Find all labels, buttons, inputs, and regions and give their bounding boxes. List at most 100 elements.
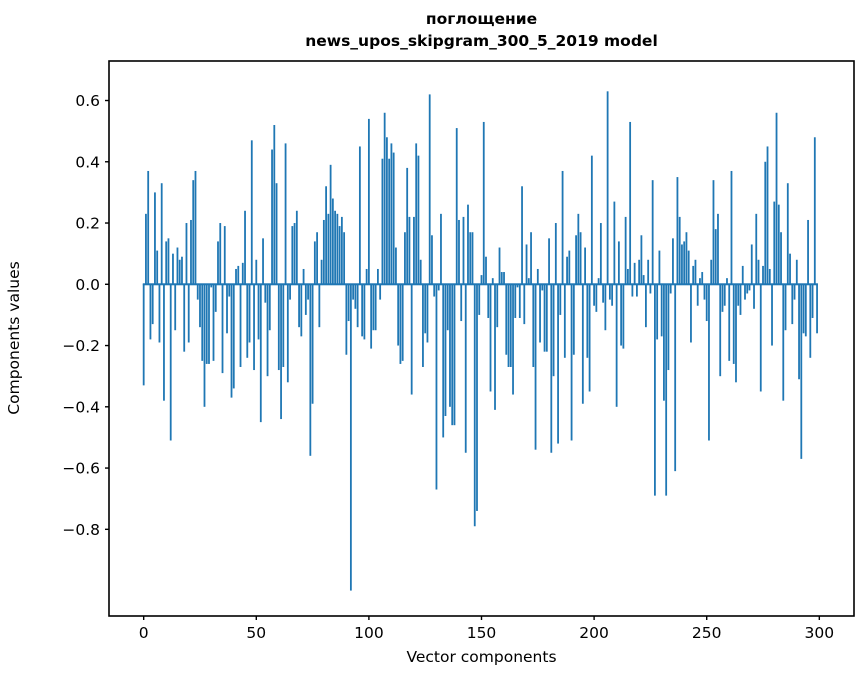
bar	[771, 284, 773, 346]
bar	[654, 284, 656, 496]
bar	[417, 155, 420, 285]
bar	[503, 272, 505, 285]
bar	[782, 284, 785, 401]
bar	[534, 284, 537, 450]
bar	[552, 284, 555, 377]
bar	[563, 284, 566, 358]
bar	[802, 284, 805, 334]
bar	[604, 284, 607, 331]
bar	[708, 284, 710, 441]
bar	[372, 284, 375, 331]
bar	[606, 91, 609, 285]
bar	[298, 284, 300, 328]
bar	[568, 250, 571, 285]
bar	[482, 121, 485, 285]
bar	[336, 213, 339, 285]
bar	[557, 284, 559, 444]
bar	[527, 278, 530, 285]
bar	[597, 278, 600, 285]
bar	[622, 284, 625, 349]
bar	[406, 167, 409, 285]
bar	[588, 284, 591, 392]
bar	[304, 284, 307, 315]
bar	[196, 284, 199, 300]
bar	[318, 284, 321, 328]
bar	[487, 284, 490, 318]
bar	[187, 284, 190, 343]
bar	[516, 284, 519, 288]
bar	[381, 158, 384, 285]
bar	[575, 235, 577, 285]
bar	[663, 284, 665, 401]
bar	[750, 244, 753, 285]
bar	[327, 213, 330, 285]
bar	[685, 232, 688, 285]
bar	[284, 143, 287, 285]
bar	[620, 284, 623, 346]
bar	[699, 278, 701, 285]
bar	[244, 210, 246, 285]
bar	[723, 284, 726, 306]
bar	[142, 284, 145, 386]
bar	[237, 265, 240, 285]
bar	[566, 256, 568, 285]
bar	[365, 268, 368, 285]
bar	[509, 284, 512, 367]
bar	[444, 284, 447, 416]
bar	[282, 284, 285, 367]
bar	[674, 284, 677, 472]
bar	[766, 146, 769, 285]
bar	[811, 284, 814, 318]
bar	[590, 155, 593, 285]
bar	[192, 180, 195, 285]
bar	[714, 229, 717, 285]
bar	[473, 284, 476, 527]
bar	[789, 253, 791, 285]
bar	[449, 284, 451, 407]
bar	[257, 284, 260, 340]
bar	[178, 259, 181, 285]
bar	[320, 259, 323, 285]
bar	[241, 262, 244, 285]
bar	[773, 201, 776, 285]
bar	[156, 250, 159, 285]
chart-title: поглощение	[425, 10, 538, 28]
bar	[185, 223, 188, 285]
bar	[275, 183, 278, 285]
bar	[356, 284, 359, 328]
bar	[277, 284, 280, 371]
bar	[300, 284, 303, 337]
bar	[419, 259, 422, 285]
bar	[442, 284, 445, 438]
bar	[316, 232, 318, 285]
bar	[489, 284, 492, 392]
y-tick-label: −0.6	[62, 460, 100, 478]
bar	[775, 112, 778, 285]
bar	[687, 250, 690, 285]
bar	[451, 284, 454, 426]
y-tick-label: 0.4	[75, 153, 100, 171]
bar	[629, 121, 632, 285]
bar	[617, 241, 620, 285]
bar	[599, 223, 602, 285]
bar	[746, 284, 749, 294]
bar	[676, 177, 679, 285]
bar	[701, 272, 704, 285]
bar	[694, 259, 697, 285]
bar	[377, 268, 379, 285]
bar	[737, 284, 740, 306]
bar	[467, 204, 469, 285]
bar	[525, 244, 528, 285]
bar	[768, 268, 771, 285]
bar	[741, 265, 744, 285]
bar	[217, 241, 219, 285]
bar	[309, 284, 312, 456]
bar	[395, 247, 397, 285]
bar	[163, 284, 165, 401]
bar	[181, 256, 183, 285]
bar	[174, 284, 177, 331]
bar	[732, 284, 735, 364]
chart-subtitle: news_upos_skipgram_300_5_2019 model	[305, 32, 658, 50]
